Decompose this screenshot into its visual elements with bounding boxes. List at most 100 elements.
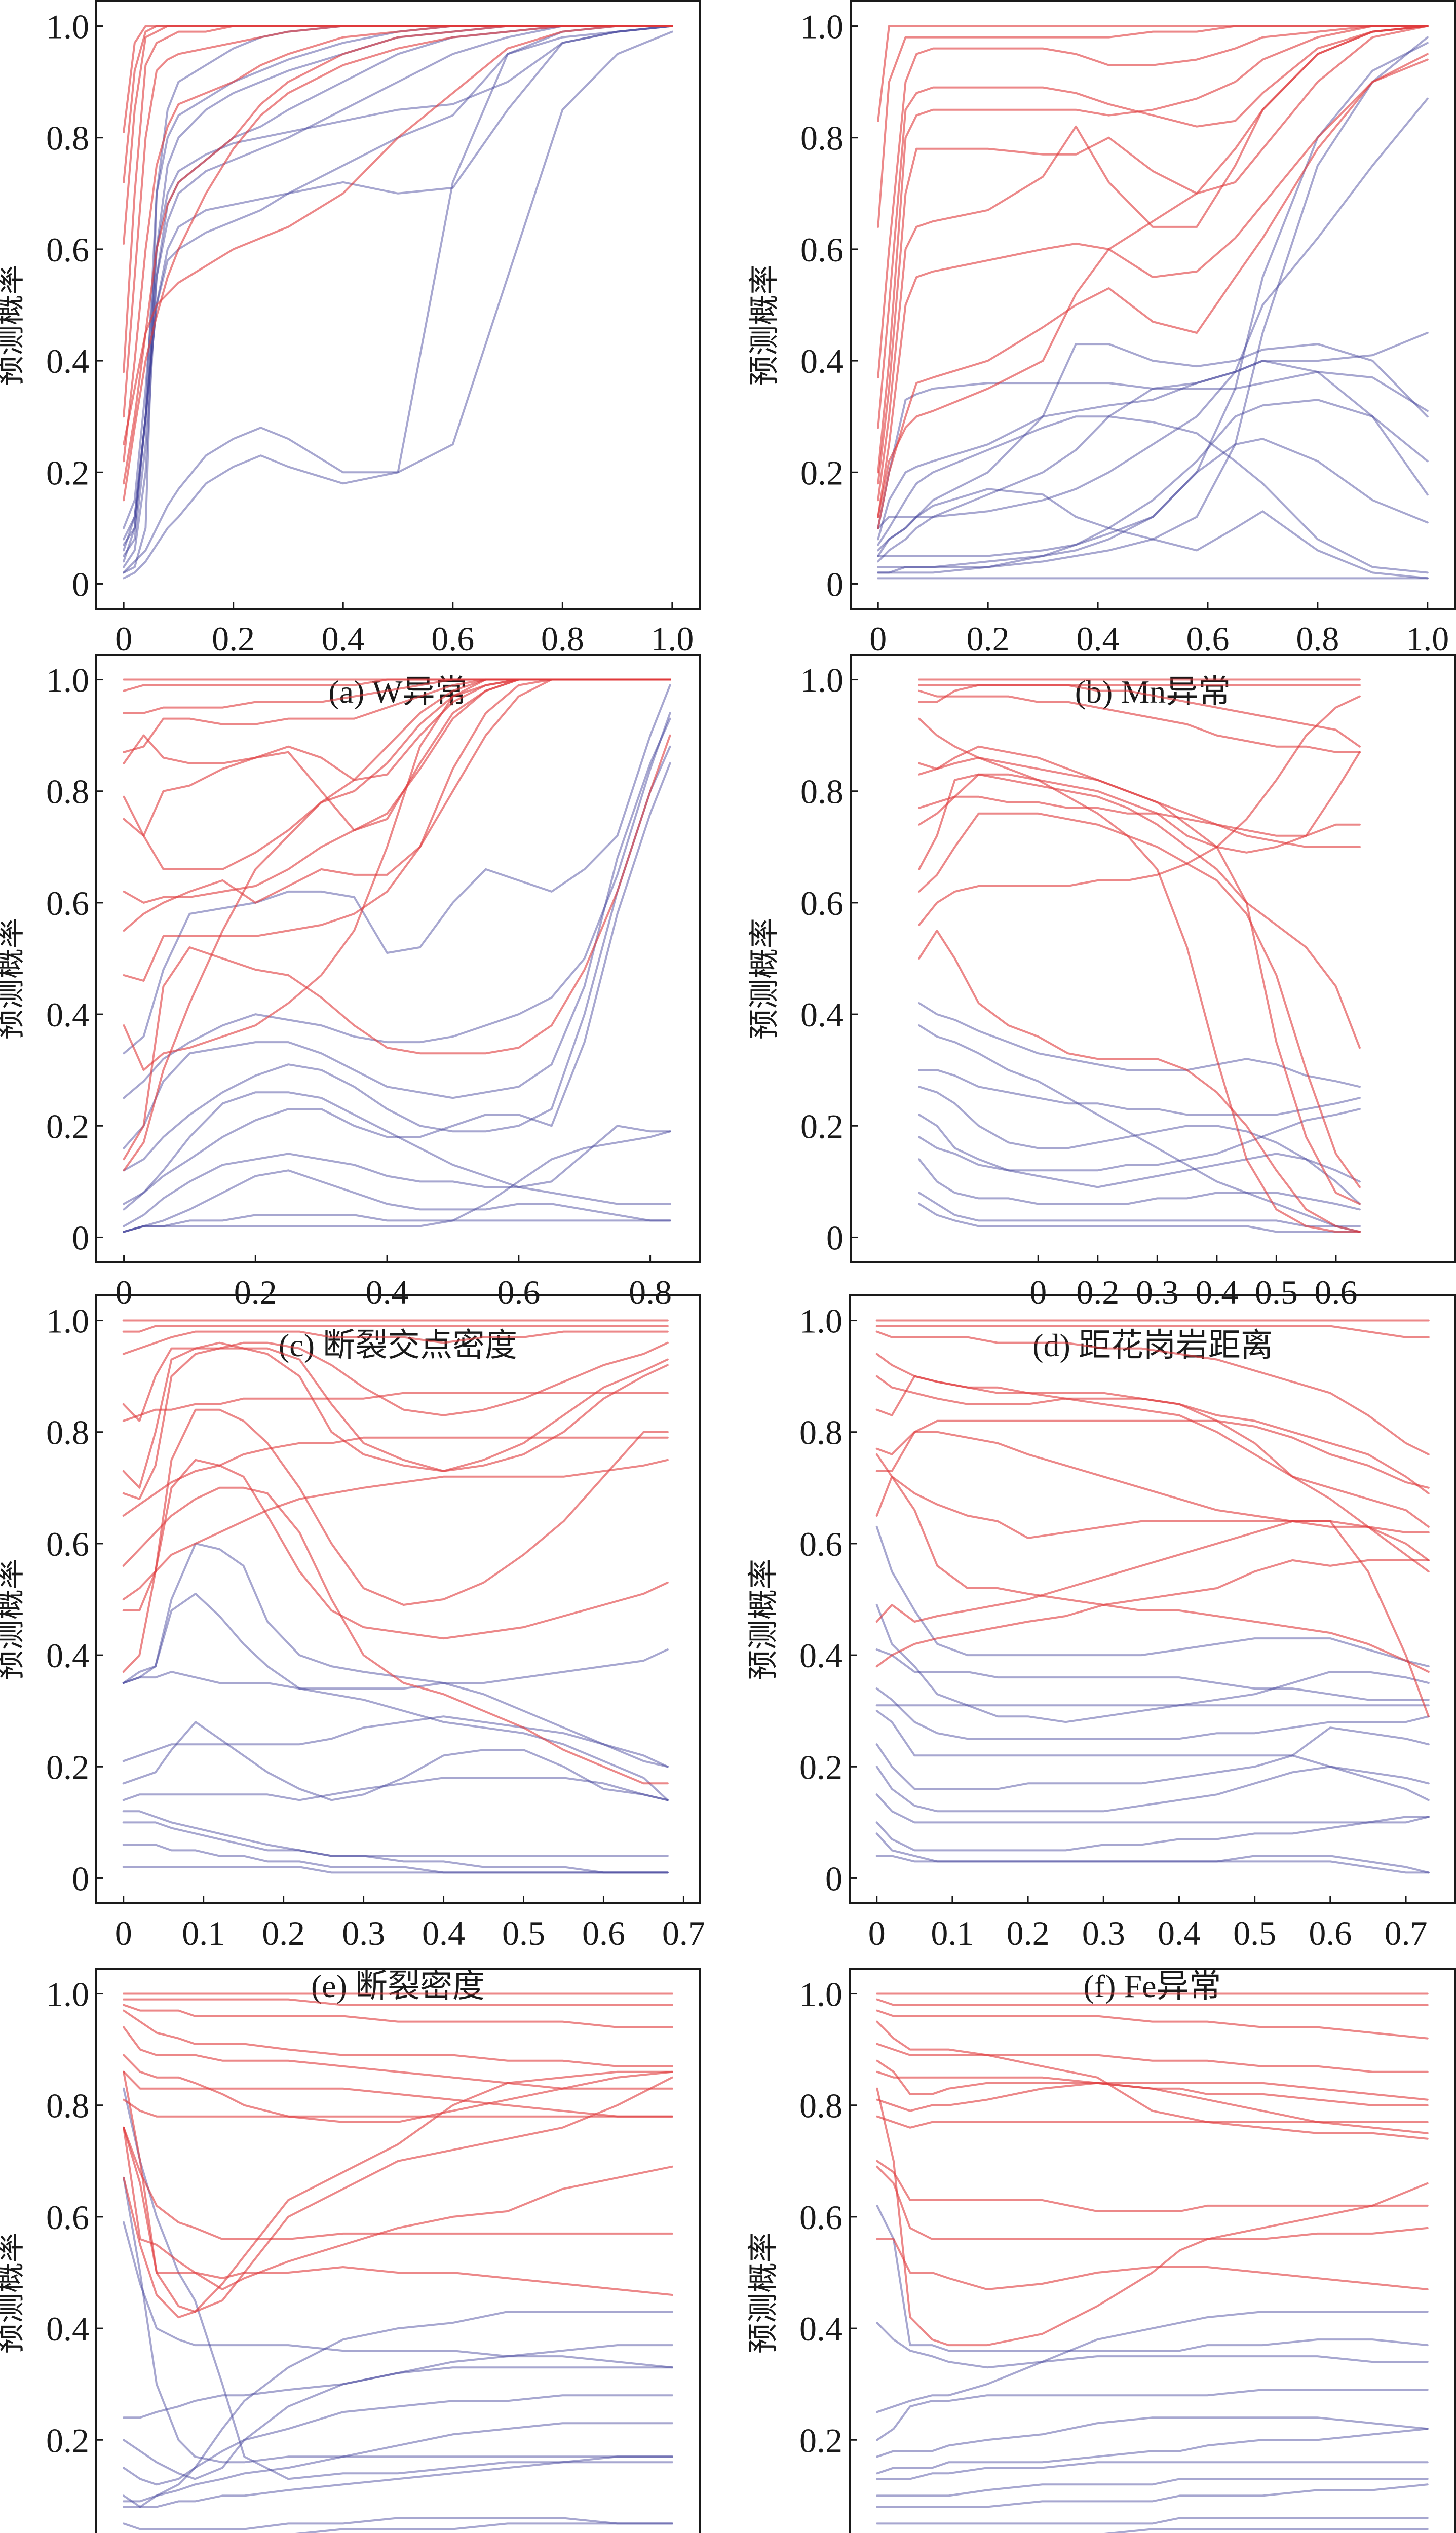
series-line-negative (123, 1214, 671, 1233)
x-tick-label: 0.5 (502, 1914, 545, 1952)
series-line-negative (1104, 2528, 1429, 2533)
series-line-negative (122, 1721, 669, 1801)
series-line-negative (122, 1593, 669, 1801)
series-group (876, 1992, 1429, 2533)
x-tick-label: 0.7 (662, 1914, 705, 1952)
x-tick-label: 0.4 (1077, 620, 1120, 658)
series-line-negative (875, 1726, 1430, 1790)
series-line-positive (123, 2098, 673, 2118)
series-line-negative (123, 1125, 671, 1227)
x-tick-label: 0.1 (931, 1914, 974, 1952)
series-line-positive (918, 795, 1361, 837)
series-line-negative (123, 25, 673, 557)
series-line-negative (122, 1866, 669, 1874)
x-tick-label: 0.2 (262, 1914, 305, 1952)
series-group (122, 1319, 669, 1874)
panel-caption: (f) Fe异常 (1084, 1968, 1221, 2004)
x-tick-label: 0 (115, 620, 132, 658)
series-line-positive (123, 678, 671, 982)
series-line-positive (122, 1459, 669, 1600)
series-line-negative (876, 2204, 1429, 2352)
y-axis-label: 预测概率 (747, 918, 782, 1040)
series-line-positive (876, 1998, 1429, 2006)
x-tick-label: 0.6 (431, 620, 474, 658)
x-tick-label: 0 (868, 1914, 886, 1952)
x-tick-label: 0 (115, 1914, 132, 1952)
x-tick-label: 0.8 (629, 1273, 672, 1312)
series-group (123, 678, 671, 1233)
series-line-positive (918, 812, 1361, 1188)
y-tick-label: 0.2 (46, 1748, 89, 1786)
panel-caption: (d) 距花岗岩距离 (1032, 1327, 1273, 1363)
series-line-negative (875, 1793, 1430, 1824)
x-tick-label: 0.2 (234, 1273, 277, 1312)
series-line-negative (875, 1710, 1430, 1801)
series-line-positive (123, 678, 671, 781)
series-line-negative (875, 1648, 1430, 1701)
y-tick-label: 0.6 (799, 1525, 842, 1563)
y-tick-label: 0.8 (799, 2087, 842, 2125)
chart-svg-a: 0 0.2 0.4 0.6 0.8 1.000.20.40.60.81.0预测概率(a) … (0, 0, 701, 710)
series-line-positive (123, 25, 673, 502)
series-line-negative (875, 1816, 1430, 1852)
series-line-negative (122, 1821, 669, 1857)
plot-frame (849, 1294, 1456, 1904)
series-line-positive (123, 678, 671, 932)
series-line-negative (876, 2461, 1429, 2480)
y-tick-label: 0.6 (46, 231, 89, 269)
x-tick-label: 0.5 (1233, 1914, 1276, 1952)
series-line-negative (123, 2366, 673, 2480)
series-line-positive (122, 1436, 669, 1517)
x-tick-label: 0.2 (1076, 1273, 1119, 1312)
x-tick-label: 0.4 (1158, 1914, 1201, 1952)
series-line-positive (122, 1325, 669, 1333)
series-line-positive (877, 25, 1429, 228)
y-tick-label: 1.0 (46, 1302, 89, 1340)
series-line-negative (295, 2522, 673, 2533)
series-line-positive (877, 25, 1429, 485)
series-line-positive (876, 2020, 1429, 2140)
y-axis-label: 预测概率 (746, 2232, 781, 2354)
y-tick-label: 0 (72, 565, 89, 603)
series-line-negative (123, 745, 671, 1172)
series-group (123, 1992, 673, 2533)
series-line-positive (875, 1431, 1430, 1533)
series-line-negative (122, 1648, 669, 1690)
series-line-negative (875, 1687, 1430, 1740)
y-axis-label: 预测概率 (746, 1559, 781, 1680)
series-line-positive (122, 1341, 669, 1489)
series-line-positive (123, 2004, 673, 2028)
series-line-negative (123, 684, 671, 1055)
x-tick-label: 0.3 (342, 1914, 385, 1952)
y-tick-label: 1.0 (46, 1975, 89, 2014)
series-line-positive (123, 2070, 673, 2290)
series-line-positive (123, 2076, 673, 2313)
chart-panel-a: 0 0.2 0.4 0.6 0.8 1.0 0 0.2 0.4 0.6 0.8 1.0 预测概率 (a) … (0, 0, 728, 710)
chart-svg-f: 0 0.1 0.2 0.3 0.4 0.5 0.6 0.7 0 0.2 0.4 0.6 0.8 1.0 预测… (746, 1294, 1456, 2004)
series-line-positive (877, 25, 1429, 502)
series-line-negative (877, 488, 1429, 580)
series-line-positive (876, 2087, 1429, 2347)
series-line-positive (122, 1459, 669, 1673)
x-tick-label: 0.2 (1007, 1914, 1050, 1952)
y-tick-label: 0.4 (800, 342, 844, 380)
series-line-negative (123, 2176, 673, 2464)
series-line-positive (877, 25, 1429, 518)
chart-panel-b: 0 0.2 0.4 0.6 0.8 1.0 0 0.2 0.4 0.6 0.8 1.0 预测概率 (b) … (728, 0, 1456, 710)
y-tick-label: 0.6 (46, 1525, 89, 1563)
series-line-negative (918, 1158, 1361, 1211)
x-tick-label: 0.8 (1296, 620, 1339, 658)
series-line-positive (122, 1392, 669, 1422)
series-line-negative (875, 1604, 1430, 1723)
series-line-negative (876, 2416, 1429, 2458)
series-line-negative (123, 2455, 673, 2508)
series-line-positive (918, 756, 1361, 1205)
y-tick-label: 0.6 (46, 2198, 89, 2237)
x-tick-label: 0.2 (212, 620, 255, 658)
series-line-positive (918, 684, 1361, 748)
x-tick-label: 0 (116, 1273, 133, 1312)
series-line-negative (123, 25, 673, 568)
series-line-negative (918, 1192, 1361, 1227)
series-line-positive (123, 25, 673, 133)
series-line-positive (876, 2115, 1429, 2129)
